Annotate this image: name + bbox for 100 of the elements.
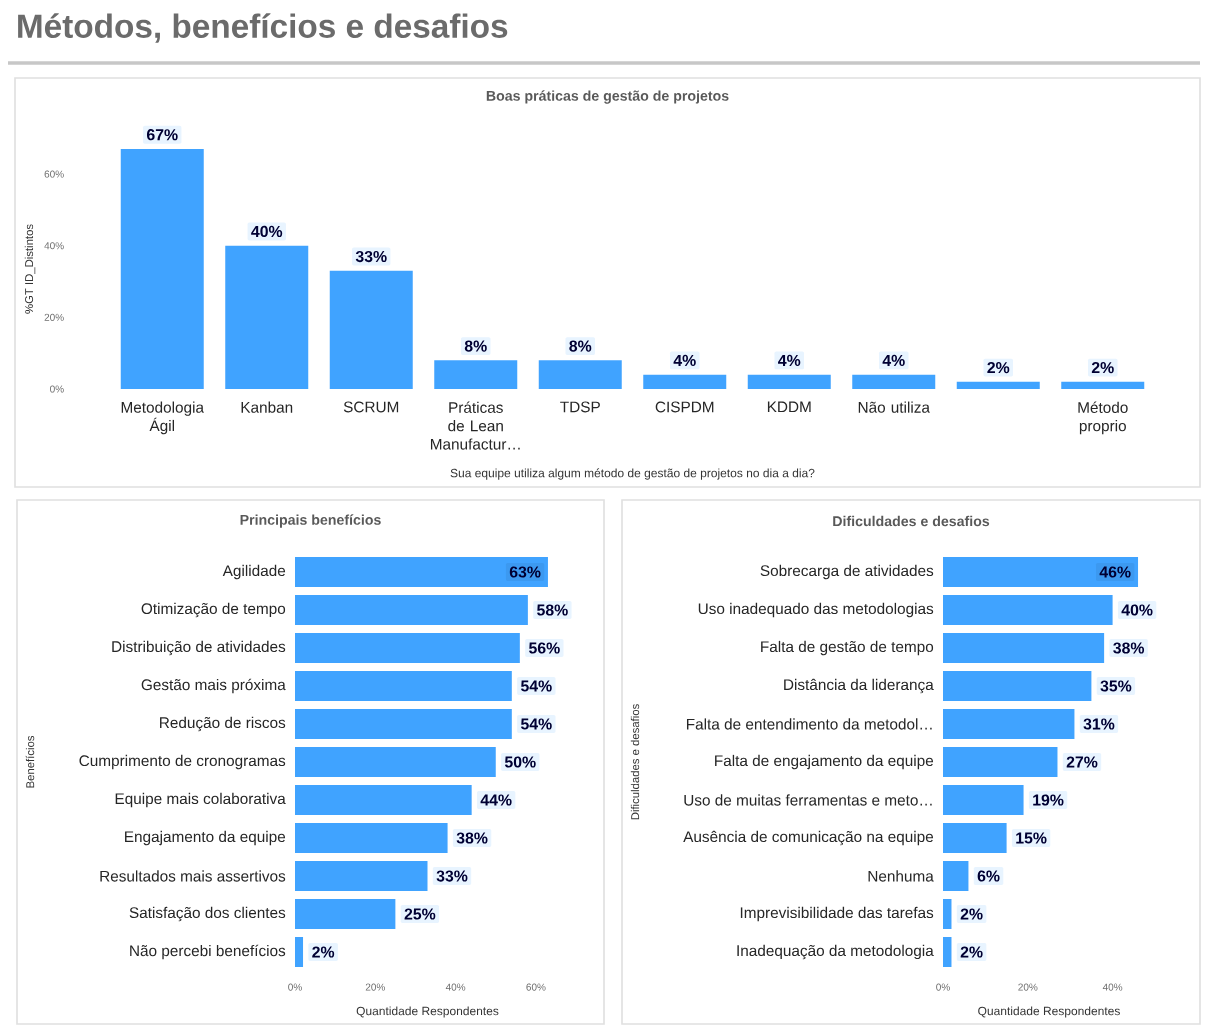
data-label: 54% — [520, 718, 552, 730]
chart-title: Dificuldades e desafios — [833, 515, 990, 527]
data-label: 38% — [1113, 642, 1145, 654]
bar — [295, 633, 520, 663]
x-axis-title: Quantidade Respondentes — [978, 1006, 1120, 1018]
y-tick-label: Sobrecarga de atividades — [760, 564, 934, 580]
bar — [943, 823, 1007, 854]
y-tick-label: Falta de engajamento da equipe — [715, 754, 934, 770]
x-tick-label: Práticas de Lean Manufactur… — [430, 401, 520, 450]
data-label: 50% — [504, 756, 536, 768]
y-axis-title: %GT ID_Distintos — [24, 224, 36, 314]
x-tick-label: TDSP — [560, 401, 600, 413]
x-tick-label: KDDM — [767, 401, 811, 413]
data-label: 4% — [778, 354, 801, 367]
bar — [643, 374, 727, 389]
data-label: 63% — [509, 566, 541, 578]
y-tick-label: Não percebi benefícios — [130, 944, 286, 960]
y-tick-label: Distribuição de atividades — [112, 640, 286, 656]
data-label: 58% — [537, 604, 568, 616]
bar — [434, 360, 518, 389]
y-tick-label: Nenhuma — [868, 870, 934, 882]
y-tick-label: Gestão mais próxima — [141, 678, 286, 694]
bar — [943, 557, 1139, 587]
bar — [295, 785, 472, 816]
x-tick-label: 60% — [526, 983, 546, 991]
y-tick-label: Falta de gestão de tempo — [761, 640, 934, 656]
data-label: 56% — [529, 642, 560, 654]
y-tick-label: Otimização de tempo — [141, 602, 286, 618]
y-tick-label: Uso inadequado das metodologias — [698, 602, 934, 618]
data-label: 2% — [960, 908, 983, 920]
bar — [943, 671, 1092, 702]
y-tick-label: Imprevisibilidade das tarefas — [740, 906, 934, 922]
bar — [295, 861, 428, 891]
y-tick-label: Inadequação da metodologia — [737, 944, 934, 960]
data-label: 8% — [569, 340, 592, 352]
data-label: 2% — [312, 946, 335, 958]
y-axis-title: Dificuldades e desafios — [630, 704, 640, 820]
bar — [120, 149, 204, 389]
y-tick-label: 0% — [50, 385, 64, 393]
bar — [943, 747, 1058, 778]
y-axis-title: Benefícios — [25, 735, 35, 788]
x-axis-title: Quantidade Respondentes — [356, 1006, 499, 1018]
chart-title: Boas práticas de gestão de projetos — [486, 90, 729, 104]
x-tick-label: SCRUM — [343, 401, 399, 413]
bar — [943, 899, 952, 929]
bar — [295, 595, 528, 625]
bar — [295, 671, 512, 702]
bar — [943, 709, 1075, 740]
y-tick-label: Falta de entendimento da metodol… — [686, 718, 932, 730]
data-label: 54% — [520, 680, 552, 692]
data-label: 35% — [1100, 680, 1132, 692]
bar — [852, 374, 936, 389]
data-label: 38% — [456, 832, 488, 844]
bar — [943, 595, 1113, 625]
x-tick-label: CISPDM — [655, 401, 714, 413]
data-label: 8% — [464, 340, 487, 352]
bar — [943, 861, 969, 891]
y-tick-label: 20% — [44, 313, 64, 321]
y-tick-label: Cumprimento de cronogramas — [79, 754, 286, 770]
data-label: 44% — [480, 794, 512, 806]
data-label: 6% — [977, 870, 1000, 882]
bar — [295, 937, 304, 967]
bar — [225, 245, 309, 389]
x-tick-label: 40% — [445, 983, 466, 991]
data-label: 2% — [987, 361, 1010, 374]
y-tick-label: 40% — [44, 242, 64, 250]
bar — [956, 381, 1040, 389]
y-tick-label: 60% — [44, 170, 64, 178]
data-label: 4% — [673, 354, 696, 367]
data-label: 40% — [1121, 604, 1153, 616]
bar — [747, 374, 831, 389]
y-tick-label: Engajamento da equipe — [125, 830, 286, 846]
data-label: 67% — [146, 129, 178, 141]
data-label: 19% — [1033, 794, 1064, 806]
bar — [1061, 381, 1145, 389]
data-label: 2% — [960, 946, 983, 958]
x-tick-label: 20% — [1018, 983, 1038, 991]
data-label: 4% — [882, 354, 905, 367]
data-label: 2% — [1091, 361, 1114, 374]
x-tick-label: Método proprio — [1078, 401, 1128, 435]
data-label: 33% — [436, 870, 468, 882]
y-tick-label: Equipe mais colaborativa — [115, 792, 286, 808]
x-tick-label: 20% — [365, 983, 385, 991]
data-label: 27% — [1066, 756, 1098, 768]
bar — [943, 633, 1105, 663]
bar — [943, 785, 1024, 816]
x-tick-label: Não utiliza — [858, 401, 930, 413]
chart-title: Principais benefícios — [240, 514, 381, 528]
bar — [295, 709, 512, 740]
bar — [295, 747, 496, 778]
data-label: 15% — [1016, 832, 1047, 844]
y-tick-label: Resultados mais assertivos — [100, 870, 286, 882]
x-tick-label: Metodologia Ágil — [121, 401, 204, 435]
x-tick-label: 0% — [936, 983, 950, 991]
y-tick-label: Distância da liderança — [784, 678, 934, 694]
bar — [943, 937, 952, 967]
y-tick-label: Uso de muitas ferramentas e meto… — [684, 794, 932, 806]
data-label: 31% — [1083, 718, 1115, 730]
bar — [295, 823, 448, 854]
bar — [538, 360, 622, 389]
